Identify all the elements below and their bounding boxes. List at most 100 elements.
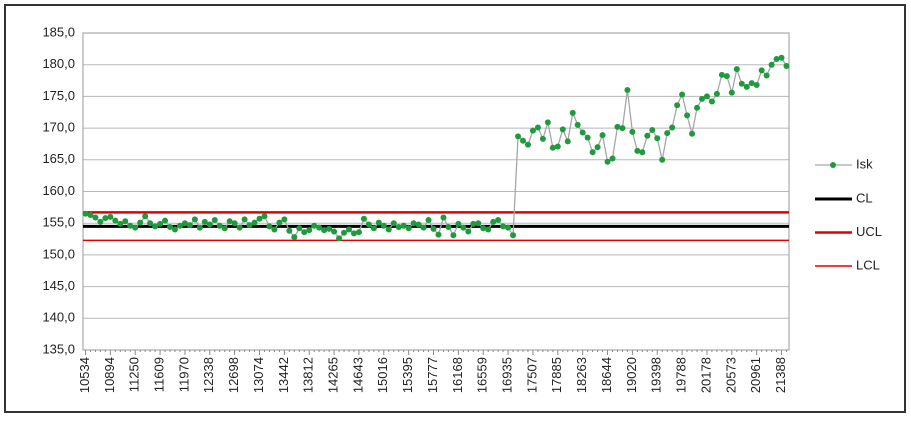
- data-point: [167, 224, 174, 231]
- x-tick-label: 12698: [226, 357, 241, 393]
- data-point: [564, 138, 571, 145]
- data-point: [689, 130, 696, 137]
- data-point: [654, 135, 661, 142]
- data-point: [455, 220, 462, 227]
- data-point: [510, 232, 517, 239]
- data-point: [495, 217, 502, 224]
- x-tick-label: 13074: [251, 357, 266, 393]
- legend-label: Isk: [856, 156, 873, 171]
- data-point: [246, 222, 253, 229]
- data-point: [276, 219, 283, 226]
- data-point: [206, 221, 213, 228]
- data-point: [82, 210, 89, 217]
- data-point: [674, 102, 681, 109]
- x-tick-label: 13442: [276, 357, 291, 393]
- data-point: [321, 227, 328, 234]
- data-point: [728, 89, 735, 96]
- data-point: [370, 225, 377, 232]
- data-point: [226, 218, 233, 225]
- data-point: [186, 222, 193, 229]
- data-point: [475, 220, 482, 227]
- data-point: [539, 135, 546, 142]
- data-point: [380, 222, 387, 229]
- x-tick-label: 18263: [574, 357, 589, 393]
- data-point: [122, 218, 129, 225]
- data-point: [520, 137, 527, 144]
- data-point: [768, 61, 775, 68]
- data-point: [306, 227, 313, 234]
- y-tick-label: 185,0: [42, 24, 75, 39]
- x-tick-label: 10534: [77, 357, 92, 393]
- data-point: [375, 219, 382, 226]
- data-point: [157, 220, 164, 227]
- data-point: [97, 218, 104, 225]
- x-tick-label: 11609: [152, 357, 167, 392]
- data-point: [778, 54, 785, 61]
- x-tick-label: 11970: [176, 357, 191, 392]
- x-tick-label: 14265: [326, 357, 341, 393]
- data-point: [350, 230, 357, 237]
- data-point: [480, 225, 487, 232]
- data-point: [584, 134, 591, 141]
- x-tick-label: 17885: [549, 357, 564, 393]
- data-point: [390, 220, 397, 227]
- data-point: [669, 124, 676, 131]
- data-point: [569, 109, 576, 116]
- data-point: [147, 220, 154, 227]
- data-point: [261, 213, 268, 220]
- data-point: [738, 80, 745, 87]
- data-point: [574, 121, 581, 128]
- data-point: [470, 220, 477, 227]
- x-tick-label: 10894: [102, 357, 117, 393]
- x-tick-label: 16559: [475, 357, 490, 393]
- x-tick-label: 14643: [350, 357, 365, 393]
- x-tick-label: 12338: [201, 357, 216, 393]
- data-point: [445, 224, 452, 231]
- data-point: [241, 216, 248, 223]
- data-point: [450, 232, 457, 239]
- data-point: [296, 225, 303, 232]
- x-tick-label: 13812: [301, 357, 316, 393]
- legend-marker: [830, 162, 836, 168]
- data-point: [395, 224, 402, 231]
- data-point: [360, 215, 367, 222]
- data-point: [534, 124, 541, 131]
- data-point: [415, 221, 422, 228]
- x-tick-label: 15395: [400, 357, 415, 393]
- data-point: [181, 220, 188, 227]
- data-point: [723, 73, 730, 80]
- data-point: [430, 225, 437, 232]
- data-point: [544, 119, 551, 126]
- data-point: [694, 104, 701, 111]
- data-point: [659, 156, 666, 163]
- data-point: [137, 219, 144, 226]
- data-point: [515, 133, 522, 140]
- data-point: [629, 128, 636, 135]
- data-point: [107, 213, 114, 220]
- data-point: [405, 225, 412, 232]
- x-tick-label: 17507: [524, 357, 539, 393]
- data-point: [425, 217, 432, 224]
- data-point: [201, 218, 208, 225]
- data-point: [748, 80, 755, 87]
- data-point: [236, 224, 243, 231]
- data-point: [743, 83, 750, 90]
- data-point: [355, 229, 362, 236]
- data-point: [92, 214, 99, 221]
- data-point: [609, 155, 616, 162]
- data-point: [216, 222, 223, 229]
- data-point: [559, 126, 566, 133]
- x-tick-label: 15016: [375, 357, 390, 393]
- data-point: [271, 226, 278, 233]
- y-tick-label: 140,0: [42, 310, 75, 325]
- data-point: [664, 130, 671, 137]
- x-tick-label: 16935: [500, 357, 515, 393]
- data-point: [485, 226, 492, 233]
- data-point: [171, 226, 178, 233]
- y-tick-label: 165,0: [42, 151, 75, 166]
- data-point: [331, 228, 338, 235]
- data-point: [176, 222, 183, 229]
- data-point: [634, 147, 641, 154]
- data-point: [221, 225, 228, 232]
